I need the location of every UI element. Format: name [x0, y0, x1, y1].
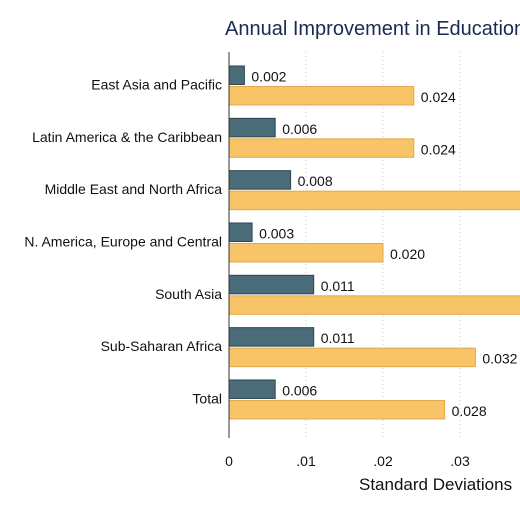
x-axis-title: Standard Deviations — [359, 475, 512, 494]
value-label: 0.011 — [321, 278, 355, 294]
category-label: East Asia and Pacific — [91, 77, 222, 93]
category-labels: East Asia and Pacific Latin America & the… — [24, 77, 222, 407]
value-label: 0.028 — [452, 403, 487, 419]
chart-title: Annual Improvement in Education — [225, 18, 520, 40]
value-label: 0.020 — [390, 246, 425, 262]
bar-dark — [228, 170, 292, 190]
bar-light — [228, 295, 520, 315]
category-label: Sub-Saharan Africa — [101, 338, 223, 354]
bar-dark — [228, 222, 253, 242]
x-tick-label: 0 — [225, 453, 233, 469]
bar-dark — [228, 65, 245, 85]
category-label: Latin America & the Caribbean — [32, 129, 222, 145]
x-tick-label: .03 — [450, 453, 470, 469]
value-label: 0.011 — [321, 330, 355, 346]
bar-dark — [228, 327, 315, 347]
bar-dark — [228, 379, 276, 399]
bar-light — [228, 86, 415, 106]
bar-light — [228, 399, 446, 420]
value-label: 0.002 — [251, 69, 286, 85]
value-label: 0.003 — [259, 225, 294, 241]
bar-light — [228, 138, 415, 158]
bar-light — [228, 242, 384, 263]
x-tick-label: .01 — [296, 453, 316, 469]
value-label: 0.032 — [482, 351, 517, 367]
value-label: 0.006 — [282, 121, 317, 137]
bar-light — [228, 190, 520, 211]
value-label: 0.008 — [298, 173, 333, 189]
value-label: 0.024 — [421, 89, 456, 105]
category-label: Middle East and North Africa — [45, 181, 223, 197]
x-tick-label: .02 — [373, 453, 393, 469]
value-label: 0.006 — [282, 382, 317, 398]
category-label: N. America, Europe and Central — [24, 233, 222, 249]
category-label: South Asia — [155, 286, 222, 302]
category-label: Total — [192, 390, 222, 406]
bar-light — [228, 347, 476, 368]
bars — [228, 65, 520, 420]
value-label: 0.024 — [421, 141, 456, 157]
x-ticks: 0 .01 .02 .03 — [225, 453, 470, 469]
bar-dark — [228, 274, 315, 295]
value-labels: 0.002 0.024 0.006 0.024 0.008 0.003 0.020 0.011… — [251, 69, 517, 419]
bar-dark — [228, 117, 276, 138]
